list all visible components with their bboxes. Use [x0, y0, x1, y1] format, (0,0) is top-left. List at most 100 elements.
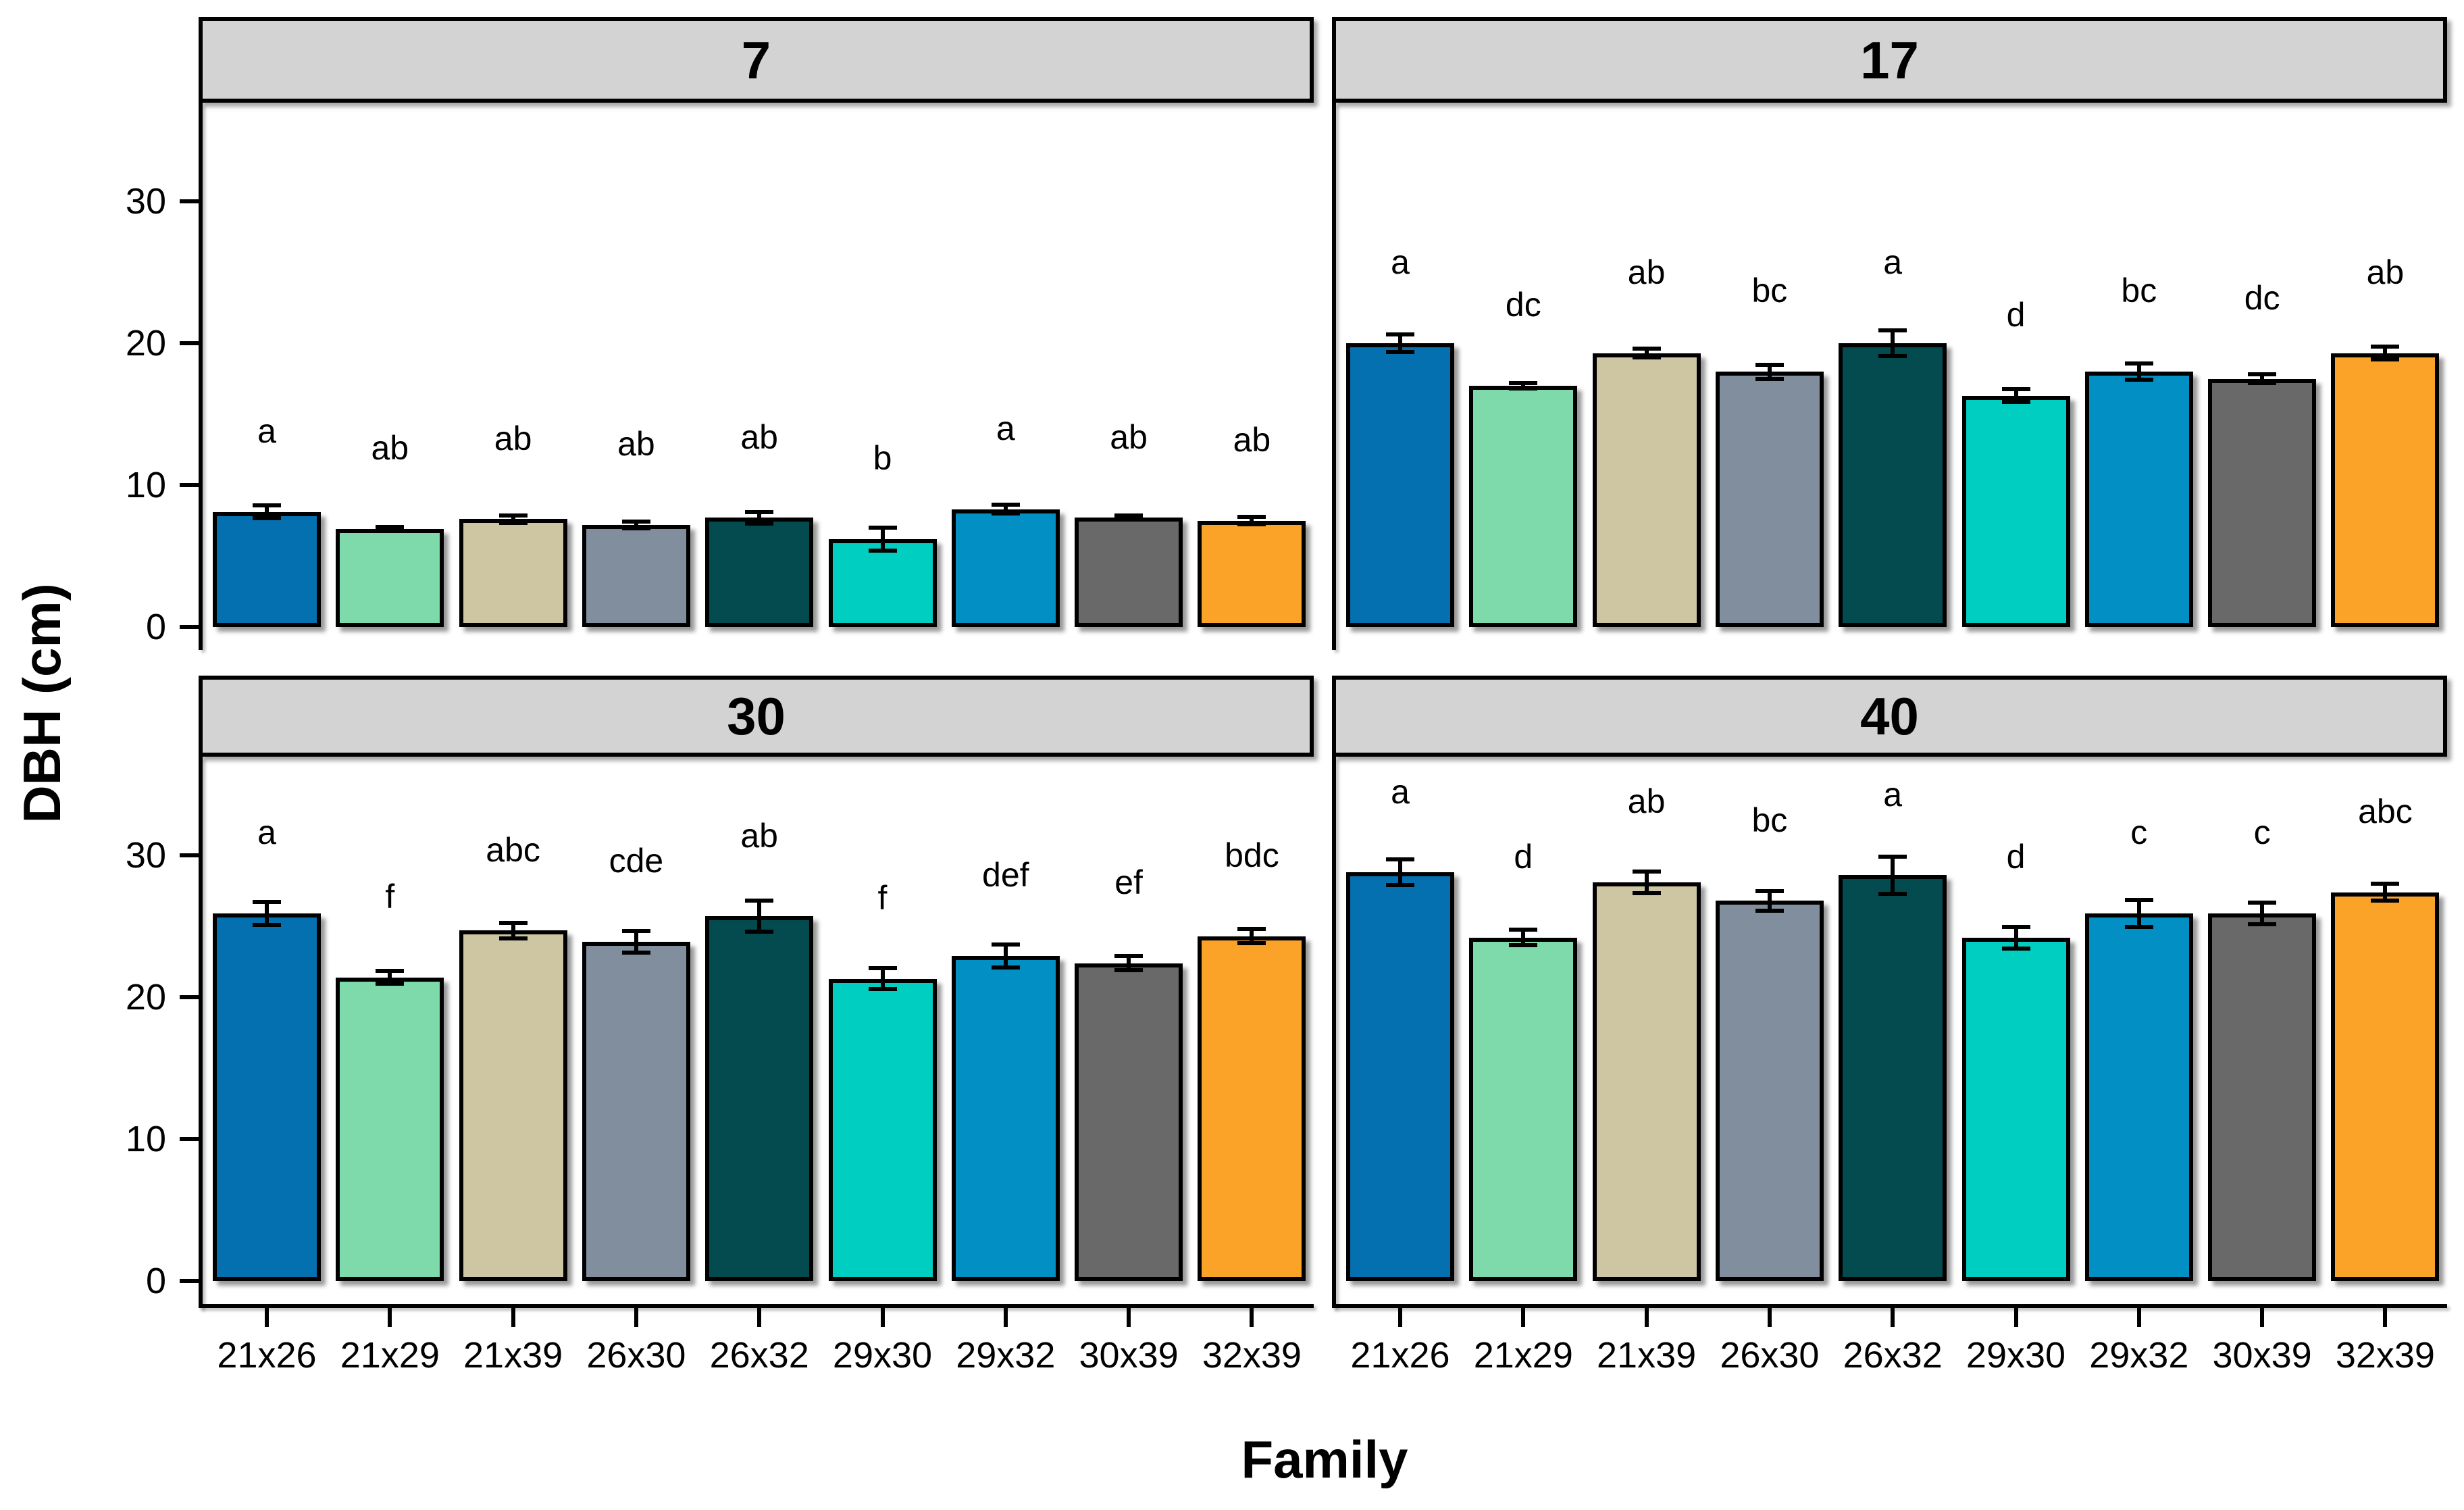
x-axis-line	[1332, 1304, 2447, 1308]
bar-30x39	[1075, 963, 1183, 1281]
x-tick-mark	[2136, 1308, 2141, 1327]
error-bar-cap-top	[2248, 372, 2277, 377]
error-bar-line	[2260, 374, 2265, 383]
sig-letter: a	[1391, 243, 1410, 282]
error-bar-line	[2260, 903, 2265, 924]
error-bar-cap-top	[621, 519, 650, 524]
x-tick-mark	[2013, 1308, 2018, 1327]
bar-26x32	[705, 518, 814, 627]
sig-letter: ab	[740, 816, 778, 855]
y-tick-label: 20	[125, 323, 166, 363]
sig-letter: a	[1391, 772, 1410, 811]
error-bar-cap-top	[376, 524, 405, 529]
sig-letter: a	[1883, 243, 1903, 282]
error-bar-line	[2383, 884, 2388, 901]
sig-letter: dc	[2244, 278, 2280, 317]
error-bar-cap-bottom	[868, 548, 897, 553]
error-bar-cap-bottom	[1386, 349, 1414, 354]
x-tick-mark	[1767, 1308, 1772, 1327]
error-bar-cap-top	[376, 969, 405, 974]
error-bar-cap-top	[1237, 515, 1266, 520]
x-axis-line	[199, 1304, 1314, 1308]
bar-21x26	[1346, 872, 1454, 1281]
error-bar-cap-bottom	[376, 982, 405, 986]
sig-letter: ab	[1110, 418, 1148, 456]
error-bar-cap-top	[2371, 882, 2400, 886]
error-bar-line	[634, 931, 638, 953]
error-bar-line	[634, 521, 638, 529]
x-tick-mark	[1127, 1308, 1131, 1327]
sig-letter: a	[1883, 775, 1903, 813]
strip-label: 40	[1860, 686, 1919, 746]
sig-letter: def	[982, 856, 1029, 895]
x-tick-mark	[880, 1308, 885, 1327]
sig-letter: abc	[2358, 792, 2413, 830]
error-bar-line	[1767, 364, 1772, 379]
x-tick-mark	[1521, 1308, 1526, 1327]
bar-32x39	[2331, 353, 2440, 627]
error-bar-cap-top	[2248, 901, 2277, 905]
bar-26x30	[582, 942, 690, 1281]
bar-21x39	[1592, 353, 1701, 627]
bar-29x30	[1961, 937, 2070, 1281]
error-bar-cap-bottom	[621, 950, 650, 955]
error-bar-cap-bottom	[1509, 386, 1538, 391]
error-bar-line	[388, 971, 392, 984]
error-bar-line	[1003, 505, 1008, 513]
error-bar-cap-top	[1878, 855, 1907, 859]
y-axis-line	[1332, 757, 1336, 1308]
bar-26x32	[1839, 343, 1947, 627]
sig-letter: ab	[2366, 253, 2405, 291]
sig-letter: a	[257, 813, 276, 852]
error-bar-cap-bottom	[2124, 925, 2153, 930]
error-bar-cap-top	[1386, 857, 1414, 862]
error-bar-cap-top	[1509, 380, 1538, 385]
x-tick-mark	[1250, 1308, 1254, 1327]
x-tick-label: 26x30	[586, 1335, 686, 1376]
bar-26x32	[705, 916, 814, 1281]
sig-letter: bc	[1751, 801, 1788, 839]
x-tick-mark	[388, 1308, 392, 1327]
error-bar-cap-bottom	[1878, 891, 1907, 896]
error-bar-line	[2013, 927, 2018, 949]
error-bar-cap-bottom	[2248, 922, 2277, 926]
x-tick-label: 30x39	[2212, 1335, 2312, 1376]
x-tick-mark	[1644, 1308, 1649, 1327]
bar-29x30	[1961, 395, 2070, 627]
error-bar-line	[1644, 349, 1649, 357]
x-tick-label: 29x30	[832, 1335, 933, 1376]
error-bar-cap-bottom	[745, 930, 774, 934]
error-bar-line	[1521, 382, 1526, 389]
error-bar-line	[388, 526, 392, 532]
error-bar-cap-bottom	[745, 521, 774, 526]
bar-21x39	[459, 519, 567, 627]
sig-letter: ef	[1114, 863, 1143, 901]
error-bar-line	[511, 515, 515, 523]
bar-29x30	[828, 538, 937, 627]
error-bar-line	[1891, 330, 1895, 356]
error-bar-line	[1250, 929, 1254, 944]
bar-21x29	[1469, 386, 1578, 627]
error-bar-cap-top	[745, 509, 774, 514]
error-bar-cap-bottom	[2001, 400, 2030, 405]
error-bar-cap-top	[621, 929, 650, 934]
y-tick-label: 10	[125, 465, 166, 505]
error-bar-line	[2383, 347, 2388, 360]
error-bar-cap-bottom	[498, 520, 528, 525]
error-bar-cap-top	[1237, 927, 1266, 932]
error-bar-cap-top	[253, 900, 281, 905]
bar-26x30	[1715, 901, 1824, 1281]
sig-letter: ab	[617, 425, 655, 463]
error-bar-line	[1127, 956, 1131, 971]
bar-32x39	[1198, 936, 1306, 1281]
bar-21x29	[336, 977, 444, 1281]
error-bar-cap-top	[2001, 925, 2030, 930]
bar-29x32	[2084, 913, 2193, 1281]
error-bar-cap-bottom	[1237, 522, 1266, 526]
bar-30x39	[2208, 913, 2317, 1281]
bar-21x26	[1346, 343, 1454, 627]
error-bar-cap-bottom	[253, 922, 281, 927]
error-bar-cap-top	[2001, 387, 2030, 392]
y-tick-mark	[180, 1137, 199, 1141]
error-bar-cap-bottom	[498, 936, 528, 940]
